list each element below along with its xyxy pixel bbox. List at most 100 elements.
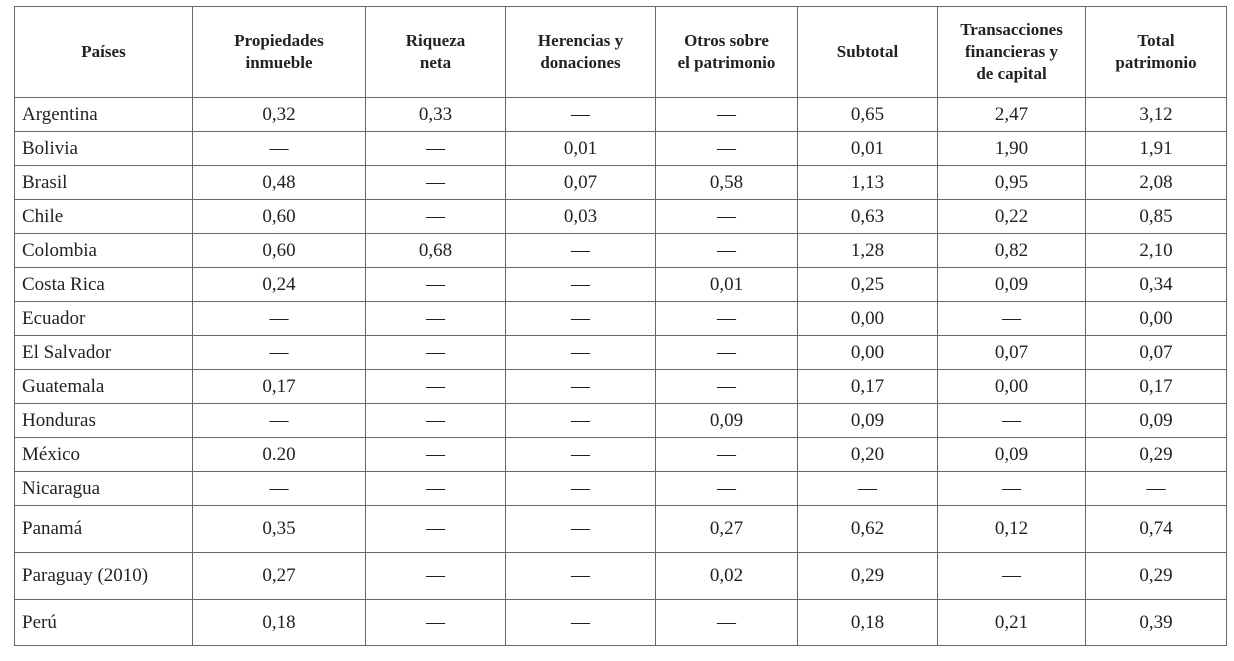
value-cell: 0,22 — [937, 199, 1086, 234]
value-cell: — — [365, 369, 506, 404]
table-row: Argentina 0,32 0,33— —0,65 2,47 3,12 — [14, 97, 1227, 132]
header-cell: Herencias y donaciones — [505, 6, 656, 98]
value-cell: — — [655, 335, 798, 370]
country-cell: Brasil — [14, 165, 193, 200]
value-cell: 0,82 — [937, 233, 1086, 268]
value-cell: — — [655, 233, 798, 268]
country-cell: Nicaragua — [14, 471, 193, 506]
header-text: Subtotal — [836, 42, 899, 61]
data-table: Países Propiedades inmueble Riqueza neta Here… — [14, 6, 1227, 646]
table-body: Argentina 0,32 0,33— —0,65 2,47 3,12 Bolivia — —… — [14, 97, 1227, 646]
value-cell: 0,00 — [1085, 301, 1227, 336]
value-cell: — — [505, 471, 656, 506]
value-cell: 0,07 — [937, 335, 1086, 370]
header-cell: Transacciones financieras y de capital — [937, 6, 1086, 98]
country-cell: Costa Rica — [14, 267, 193, 302]
header-text: Herencias y — [537, 31, 624, 50]
country-cell: Perú — [14, 599, 193, 646]
value-cell: 0,17 — [192, 369, 366, 404]
value-cell: 0,02 — [655, 552, 798, 600]
value-cell: — — [505, 267, 656, 302]
value-cell: — — [192, 335, 366, 370]
table-row: Brasil 0,48—0,07 0,58 1,13 0,95 2,08 — [14, 165, 1227, 200]
value-cell: 0,58 — [655, 165, 798, 200]
header-text: financieras y — [964, 42, 1059, 61]
value-cell: 0,68 — [365, 233, 506, 268]
value-cell: — — [1085, 471, 1227, 506]
value-cell: 0,48 — [192, 165, 366, 200]
value-cell: 0,20 — [797, 437, 938, 472]
value-cell: 0,09 — [797, 403, 938, 438]
value-cell: 2,10 — [1085, 233, 1227, 268]
country-cell: Chile — [14, 199, 193, 234]
value-cell: 0,12 — [937, 505, 1086, 553]
value-cell: — — [365, 505, 506, 553]
country-cell: Argentina — [14, 97, 193, 132]
country-cell: Colombia — [14, 233, 193, 268]
value-cell: 0,74 — [1085, 505, 1227, 553]
value-cell: 0,24 — [192, 267, 366, 302]
value-cell: 3,12 — [1085, 97, 1227, 132]
value-cell: 0,01 — [505, 131, 656, 166]
value-cell: 0,32 — [192, 97, 366, 132]
value-cell: — — [365, 301, 506, 336]
value-cell: — — [937, 403, 1086, 438]
table-row: Ecuador — — — —0,00—0,00 — [14, 301, 1227, 336]
value-cell: — — [505, 599, 656, 646]
header-text: Otros sobre — [684, 31, 769, 50]
header-text: inmueble — [245, 53, 313, 72]
value-cell: — — [192, 403, 366, 438]
value-cell: 0,29 — [797, 552, 938, 600]
value-cell: 0.20 — [192, 437, 366, 472]
value-cell: 0,17 — [797, 369, 938, 404]
value-cell: — — [365, 335, 506, 370]
value-cell: 0,07 — [505, 165, 656, 200]
value-cell: — — [505, 552, 656, 600]
value-cell: — — [365, 599, 506, 646]
header-cell: Total patrimonio — [1085, 6, 1227, 98]
value-cell: 0,09 — [655, 403, 798, 438]
value-cell: 0,85 — [1085, 199, 1227, 234]
value-cell: 0,00 — [797, 335, 938, 370]
value-cell: 0,65 — [797, 97, 938, 132]
header-text: de capital — [976, 64, 1047, 83]
table-row: Perú 0,18— — —0,18 0,21 0,39 — [14, 599, 1227, 646]
value-cell: — — [505, 97, 656, 132]
value-cell: 0,27 — [655, 505, 798, 553]
value-cell: 0,62 — [797, 505, 938, 553]
header-text: el patrimonio — [677, 53, 776, 72]
value-cell: — — [365, 403, 506, 438]
value-cell: 1,91 — [1085, 131, 1227, 166]
table-row: Guatemala 0,17— — —0,17 0,00 0,17 — [14, 369, 1227, 404]
value-cell: — — [937, 301, 1086, 336]
value-cell: — — [797, 471, 938, 506]
header-text: patrimonio — [1115, 53, 1197, 72]
table-row: Bolivia — —0,01—0,01 1,90 1,91 — [14, 131, 1227, 166]
table-row: Panamá 0,35— —0,27 0,62 0,12 0,74 — [14, 505, 1227, 553]
table-row: Colombia 0,60 0,68— —1,28 0,82 2,10 — [14, 233, 1227, 268]
value-cell: — — [505, 233, 656, 268]
value-cell: 0,00 — [937, 369, 1086, 404]
value-cell: 0,09 — [1085, 403, 1227, 438]
value-cell: 2,08 — [1085, 165, 1227, 200]
value-cell: — — [192, 471, 366, 506]
value-cell: 0,60 — [192, 233, 366, 268]
value-cell: 0,60 — [192, 199, 366, 234]
value-cell: 0,33 — [365, 97, 506, 132]
header-text: Propiedades — [234, 31, 324, 50]
value-cell: — — [505, 505, 656, 553]
country-cell: Ecuador — [14, 301, 193, 336]
value-cell: 0,35 — [192, 505, 366, 553]
value-cell: 2,47 — [937, 97, 1086, 132]
value-cell: 1,28 — [797, 233, 938, 268]
value-cell: — — [655, 471, 798, 506]
value-cell: 0,00 — [797, 301, 938, 336]
header-text: Países — [81, 42, 126, 61]
value-cell: 0,25 — [797, 267, 938, 302]
header-text: neta — [419, 53, 452, 72]
header-cell: Propiedades inmueble — [192, 6, 366, 98]
value-cell: — — [655, 97, 798, 132]
value-cell: — — [365, 131, 506, 166]
value-cell: — — [655, 599, 798, 646]
